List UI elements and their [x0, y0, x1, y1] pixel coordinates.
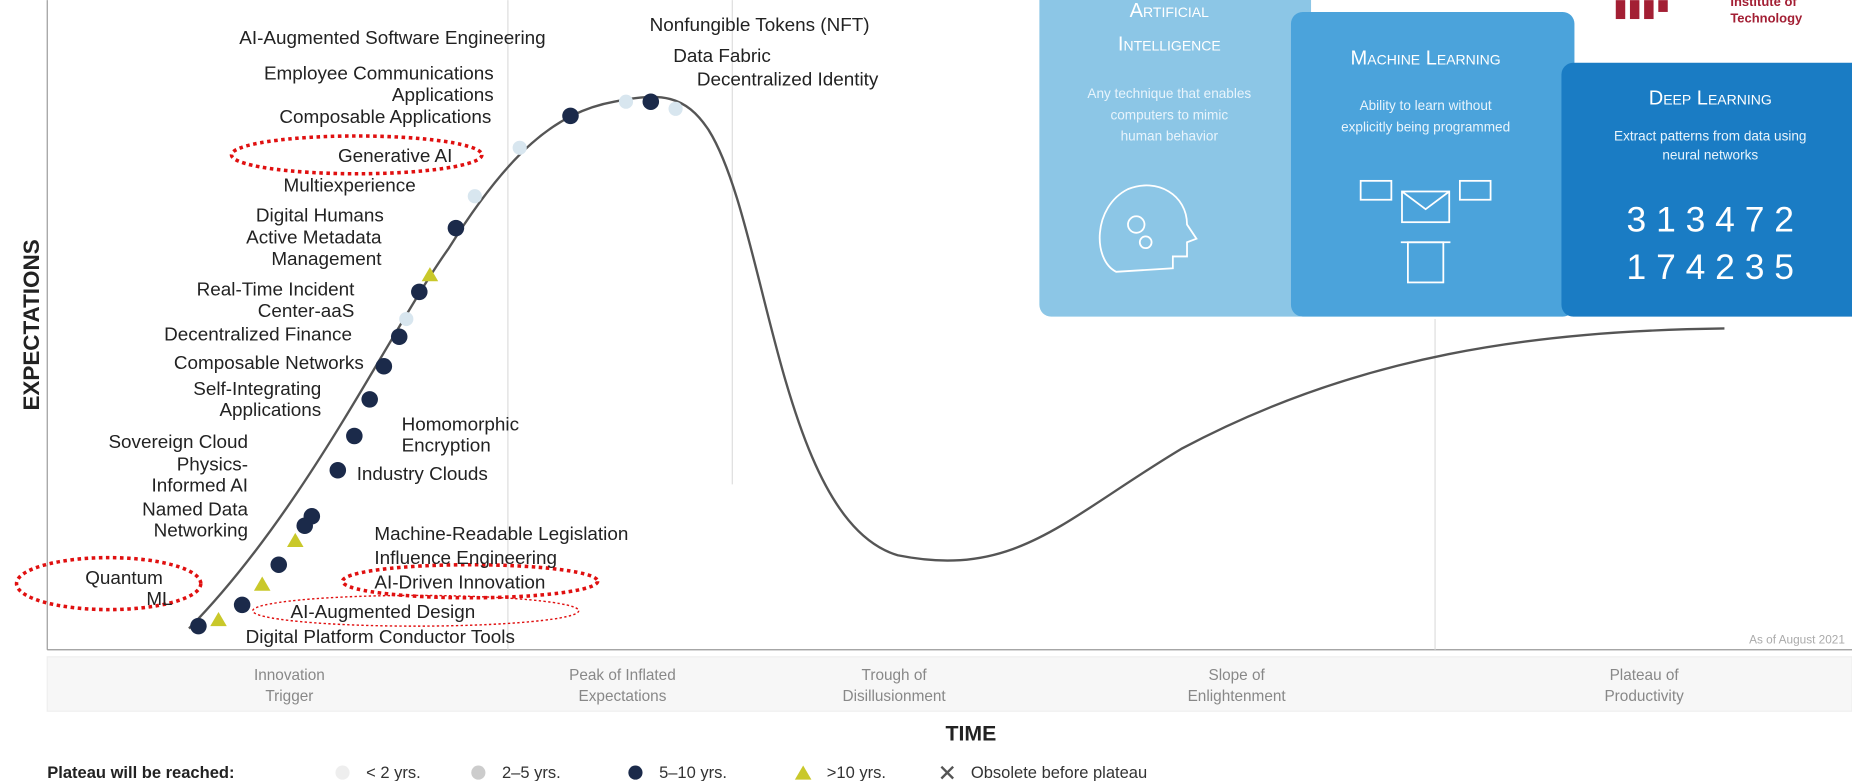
item-label: Encryption: [402, 436, 491, 457]
item-label: Named Data: [142, 499, 248, 520]
legend-item: >10 yrs.: [827, 763, 886, 781]
item-label: Networking: [154, 521, 248, 542]
phase-label: Productivity: [1604, 688, 1684, 705]
item-label: Sovereign Cloud: [108, 432, 248, 453]
item-label: Industry Clouds: [357, 464, 488, 485]
phase-label: Plateau of: [1610, 667, 1680, 684]
phase-label: Trough of: [862, 667, 928, 684]
phase-label: Slope of: [1208, 667, 1265, 684]
item-label: Applications: [219, 400, 321, 421]
hype-curve: [188, 95, 1725, 630]
box-text: Any technique that enables: [1087, 86, 1251, 101]
phase-label: Enlightenment: [1188, 688, 1287, 705]
markers: [190, 93, 683, 635]
item-label: Nonfungible Tokens (NFT): [650, 15, 870, 36]
box-title: Intelligence: [1118, 33, 1221, 55]
item-label: Quantum: [85, 568, 163, 589]
box-text: neural networks: [1662, 148, 1758, 163]
item-label: Real-Time Incident: [197, 280, 355, 301]
item-label: Influence Engineering: [374, 548, 557, 569]
box-title: Deep Learning: [1649, 88, 1772, 110]
ai-boxes: [1039, 0, 1852, 317]
legend-item: 2–5 yrs.: [502, 763, 561, 781]
digit-row: 3 1 3 4 7 2: [1627, 200, 1794, 240]
digit-row: 1 7 4 2 3 5: [1627, 247, 1794, 287]
item-label: Multiexperience: [284, 176, 416, 197]
phase-label: Disillusionment: [843, 688, 947, 705]
x-axis-label: TIME: [945, 721, 996, 745]
phase-label: Innovation: [254, 667, 325, 684]
y-axis-label: EXPECTATIONS: [19, 239, 44, 410]
legend-symbols: [335, 765, 955, 780]
phase-label: Trigger: [265, 688, 313, 705]
frame: [46, 0, 1852, 712]
source-note: As of August 2021: [1749, 632, 1845, 646]
item-label: Machine-Readable Legislation: [374, 524, 628, 545]
item-label: Digital Humans: [256, 205, 384, 226]
item-label: Informed AI: [152, 476, 249, 497]
box-title: Machine Learning: [1351, 47, 1501, 69]
item-label: AI-Augmented Design: [291, 602, 476, 623]
box-text: Extract patterns from data using: [1614, 129, 1806, 144]
item-label: Applications: [392, 85, 494, 106]
item-label: Generative AI: [338, 146, 452, 167]
texts: AI-Augmented Software Engineering Nonfung…: [19, 0, 1845, 781]
item-label: Composable Applications: [279, 107, 491, 128]
item-label: Physics-: [177, 454, 248, 475]
item-label: AI-Driven Innovation: [374, 573, 545, 594]
logo-text: Technology: [1730, 10, 1803, 25]
item-label: Self-Integrating: [193, 379, 321, 400]
legend-item: < 2 yrs.: [366, 763, 421, 781]
item-label: Decentralized Identity: [697, 69, 879, 90]
legend-title: Plateau will be reached:: [47, 763, 234, 781]
item-label: Composable Networks: [174, 353, 364, 374]
phase-label: Peak of Inflated: [569, 667, 676, 684]
item-label: Center-aaS: [258, 301, 355, 322]
item-label: Homomorphic: [402, 414, 519, 435]
item-label: Decentralized Finance: [164, 325, 352, 346]
logo: [1615, 0, 1668, 20]
box-text: computers to mimic: [1110, 107, 1228, 122]
legend-item: 5–10 yrs.: [659, 763, 727, 781]
item-label: Data Fabric: [673, 46, 771, 67]
item-label: ML: [146, 589, 172, 610]
item-label: Active Metadata: [246, 228, 382, 249]
phase-label: Expectations: [579, 688, 667, 705]
box-text: human behavior: [1121, 129, 1219, 144]
logo-text: Institute of: [1730, 0, 1797, 9]
box-text: explicitly being programmed: [1341, 119, 1510, 134]
item-label: Employee Communications: [264, 64, 494, 85]
highlight-ellipses: [14, 134, 600, 627]
box-text: Ability to learn without: [1360, 98, 1492, 113]
box-title: Artificial: [1130, 0, 1209, 22]
item-label: Management: [271, 249, 382, 270]
item-label: Digital Platform Conductor Tools: [246, 627, 515, 648]
legend-item: Obsolete before plateau: [971, 763, 1147, 781]
item-label: AI-Augmented Software Engineering: [239, 28, 545, 49]
